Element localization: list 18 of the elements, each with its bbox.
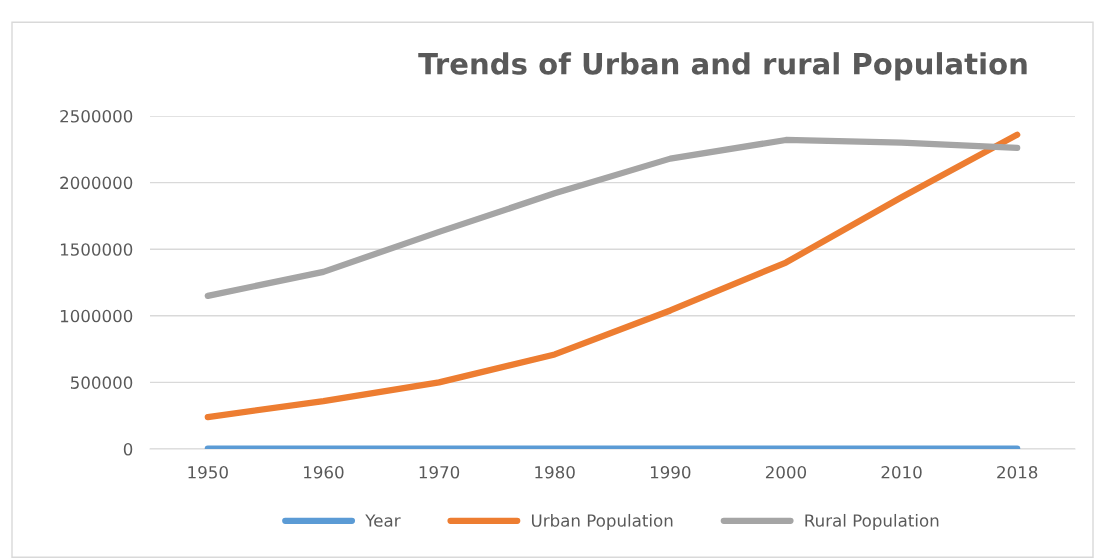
legend-label: Year: [365, 514, 401, 527]
x-tick-label: 1980: [535, 465, 575, 479]
x-tick-label: 2000: [765, 465, 807, 479]
x-tick-label: 2010: [881, 465, 922, 479]
x-tick-label: 1990: [650, 465, 691, 479]
legend-label: Urban Population: [531, 513, 673, 531]
y-tick-label: 1000000: [60, 309, 133, 323]
y-tick-label: 500000: [70, 376, 133, 389]
y-tick-label: 2000000: [60, 176, 133, 190]
y-tick-label: 1500000: [60, 243, 133, 256]
y-tick-label: 2500000: [60, 109, 133, 123]
x-tick-label: 1970: [419, 465, 460, 479]
x-tick-label: 2018: [997, 465, 1038, 479]
y-tick-label: 0: [123, 442, 133, 456]
chart-title: Trends of Urban and rural Population: [418, 52, 1027, 81]
x-tick-label: 1950: [188, 465, 228, 479]
x-tick-label: 1960: [304, 465, 344, 479]
legend-label: Rural Population: [805, 513, 939, 531]
